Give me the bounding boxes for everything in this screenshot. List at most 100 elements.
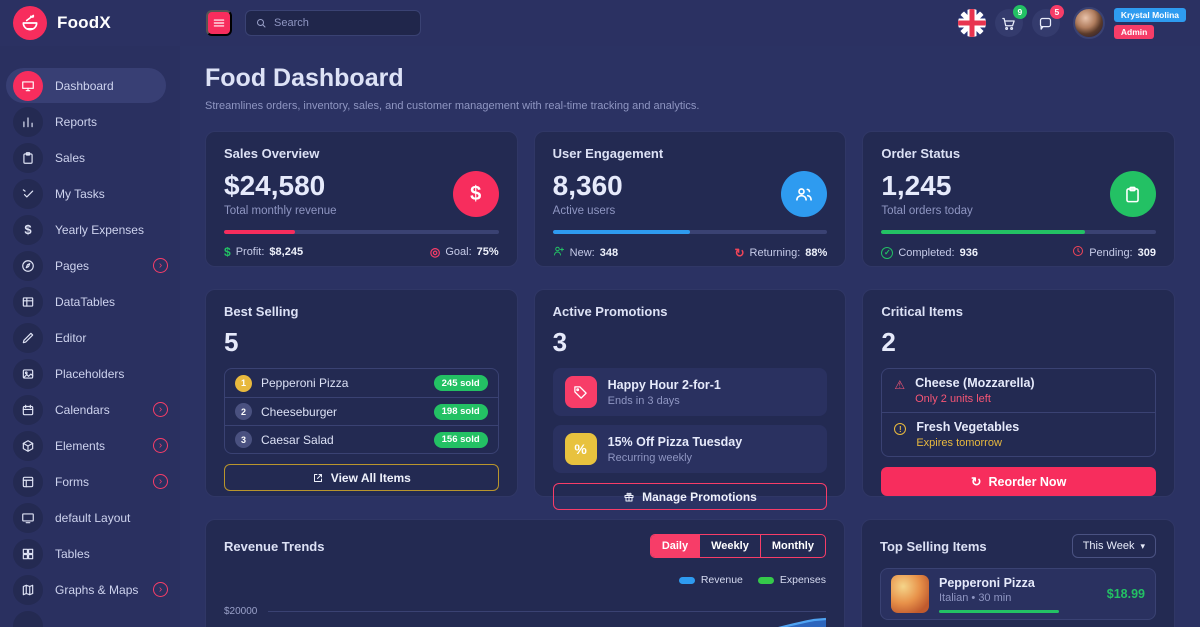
order-clipboard-icon bbox=[1109, 171, 1156, 218]
sidebar-item-my-tasks[interactable]: My Tasks bbox=[0, 176, 180, 211]
alert-circle-icon: ! bbox=[894, 423, 907, 435]
tab-weekly[interactable]: Weekly bbox=[699, 535, 760, 557]
search-input[interactable] bbox=[274, 17, 394, 29]
list-item: 2 Cheeseburger 198 sold bbox=[225, 397, 498, 425]
sidebar-item-sales[interactable]: Sales bbox=[0, 140, 180, 175]
gridline bbox=[268, 611, 826, 612]
task-check-icon bbox=[13, 178, 43, 209]
sold-badge: 245 sold bbox=[433, 375, 488, 391]
sidebar-item-clipped[interactable] bbox=[0, 608, 180, 627]
user-avatar[interactable] bbox=[1072, 7, 1105, 39]
bar-chart-icon bbox=[13, 106, 43, 137]
orders-value: 1,245 bbox=[881, 170, 952, 201]
dollar-circle-icon: $ bbox=[452, 171, 499, 218]
chat-icon bbox=[1040, 17, 1052, 30]
messages-count-badge: 5 bbox=[1049, 5, 1064, 19]
sidebar-item-calendars[interactable]: Calendars › bbox=[0, 392, 180, 427]
week-filter-dropdown[interactable]: This Week ▾ bbox=[1071, 534, 1156, 558]
list-item: Pepperoni Pizza Italian • 30 min $18.99 bbox=[880, 568, 1156, 620]
sold-badge: 156 sold bbox=[433, 431, 488, 448]
view-all-items-button[interactable]: View All Items bbox=[224, 464, 499, 491]
users-circle-icon bbox=[781, 171, 828, 218]
range-tabs: Daily Weekly Monthly bbox=[649, 534, 826, 558]
rank-badge: 3 bbox=[235, 431, 252, 448]
list-item: ⚠ Cheese (Mozzarella) Only 2 units left bbox=[894, 376, 1035, 405]
sales-overview-card: Sales Overview $24,580 Total monthly rev… bbox=[205, 131, 518, 267]
sidebar-item-editor[interactable]: Editor bbox=[0, 320, 180, 355]
cube-icon bbox=[13, 430, 43, 461]
chevron-right-icon: › bbox=[153, 258, 168, 273]
sidebar-item-pages[interactable]: Pages › bbox=[0, 248, 180, 283]
chevron-right-icon: › bbox=[153, 474, 168, 489]
user-plus-icon bbox=[553, 245, 565, 260]
sidebar-item-placeholders[interactable]: Placeholders bbox=[0, 356, 180, 391]
cart-count-badge: 9 bbox=[1012, 5, 1027, 19]
menu-toggle-button[interactable] bbox=[206, 10, 232, 36]
reorder-now-button[interactable]: ↻ Reorder Now bbox=[881, 467, 1156, 496]
user-name-badge: Krystal Molina bbox=[1113, 7, 1186, 22]
promotion-item: % 15% Off Pizza Tuesday Recurring weekly bbox=[552, 425, 828, 473]
goal-target-icon: ◎ bbox=[429, 245, 441, 260]
expenses-swatch bbox=[757, 576, 774, 584]
revenue-swatch bbox=[678, 576, 695, 584]
sidebar-item-elements[interactable]: Elements › bbox=[0, 428, 180, 463]
promotion-item: Happy Hour 2-for-1 Ends in 3 days bbox=[552, 368, 828, 416]
item-price: $18.99 bbox=[1106, 587, 1145, 601]
page-title: Food Dashboard bbox=[205, 64, 404, 92]
table-grid-icon bbox=[13, 286, 43, 317]
active-promotions-card: Active Promotions 3 Happy Hour 2-for-1 E… bbox=[533, 289, 847, 510]
sidebar-item-tables[interactable]: Tables bbox=[0, 536, 180, 571]
gift-icon bbox=[624, 492, 634, 501]
user-role-badge: Admin bbox=[1113, 24, 1155, 39]
search-bar[interactable] bbox=[245, 10, 421, 36]
orders-progress-bar bbox=[881, 230, 1156, 235]
list-item: ! Fresh Vegetables Expires tomorrow bbox=[882, 412, 1155, 456]
language-flag-button[interactable] bbox=[957, 9, 986, 37]
brand[interactable]: FoodX bbox=[0, 6, 180, 40]
pencil-icon bbox=[13, 322, 43, 353]
tiles-icon bbox=[13, 538, 43, 569]
dashboard-icon bbox=[13, 70, 43, 101]
tag-icon bbox=[564, 376, 597, 408]
tab-monthly[interactable]: Monthly bbox=[759, 535, 825, 557]
messages-button[interactable]: 5 bbox=[1031, 5, 1064, 37]
hamburger-icon bbox=[213, 19, 225, 27]
clock-icon bbox=[1072, 245, 1084, 260]
sidebar-item-datatables[interactable]: DataTables bbox=[0, 284, 180, 319]
sidebar-item-reports[interactable]: Reports bbox=[0, 104, 180, 139]
critical-items-list: ⚠ Cheese (Mozzarella) Only 2 units left … bbox=[881, 368, 1156, 457]
top-selling-items-card: Top Selling Items This Week ▾ Pepperoni … bbox=[861, 519, 1175, 627]
top-header: FoodX 9 5 bbox=[0, 0, 1200, 46]
cart-button[interactable]: 9 bbox=[994, 5, 1027, 37]
best-selling-count: 5 bbox=[224, 327, 239, 357]
item-progress-bar bbox=[939, 609, 1059, 613]
best-selling-list: 1 Pepperoni Pizza 245 sold 2 Cheeseburge… bbox=[224, 368, 499, 454]
user-engagement-card: User Engagement 8,360 Active users New: 3… bbox=[533, 131, 847, 267]
rank-badge: 1 bbox=[235, 374, 252, 392]
sidebar-item-default-layout[interactable]: default Layout bbox=[0, 500, 180, 535]
cart-icon bbox=[1002, 17, 1016, 30]
sidebar-item-forms[interactable]: Forms › bbox=[0, 464, 180, 499]
tab-daily[interactable]: Daily bbox=[650, 535, 700, 557]
sales-value: $24,580 bbox=[224, 170, 326, 201]
compass-icon bbox=[13, 250, 43, 281]
sidebar-item-dashboard[interactable]: Dashboard bbox=[6, 68, 166, 103]
dollar-icon: $ bbox=[13, 214, 43, 245]
critical-count: 2 bbox=[881, 327, 896, 357]
sold-badge: 198 sold bbox=[433, 403, 488, 420]
profit-dollar-icon: $ bbox=[224, 245, 231, 260]
clipboard-icon bbox=[13, 142, 43, 173]
pizza-thumbnail bbox=[891, 575, 929, 613]
sidebar-item-graphs-maps[interactable]: Graphs & Maps › bbox=[0, 572, 180, 607]
sidebar-item-yearly-expenses[interactable]: $ Yearly Expenses bbox=[0, 212, 180, 247]
best-selling-card: Best Selling 5 1 Pepperoni Pizza 245 sol… bbox=[205, 289, 518, 497]
check-circle-icon: ✓ bbox=[881, 246, 894, 259]
y-axis-tick: $20000 bbox=[224, 606, 258, 617]
chevron-right-icon: › bbox=[153, 438, 168, 453]
engagement-progress-bar bbox=[552, 230, 828, 235]
hidden-icon bbox=[13, 610, 43, 627]
chart-legend: Revenue Expenses bbox=[224, 574, 826, 586]
manage-promotions-button[interactable]: Manage Promotions bbox=[552, 483, 828, 510]
order-status-card: Order Status 1,245 Total orders today ✓ C… bbox=[862, 131, 1175, 267]
calendar-icon bbox=[13, 394, 43, 425]
